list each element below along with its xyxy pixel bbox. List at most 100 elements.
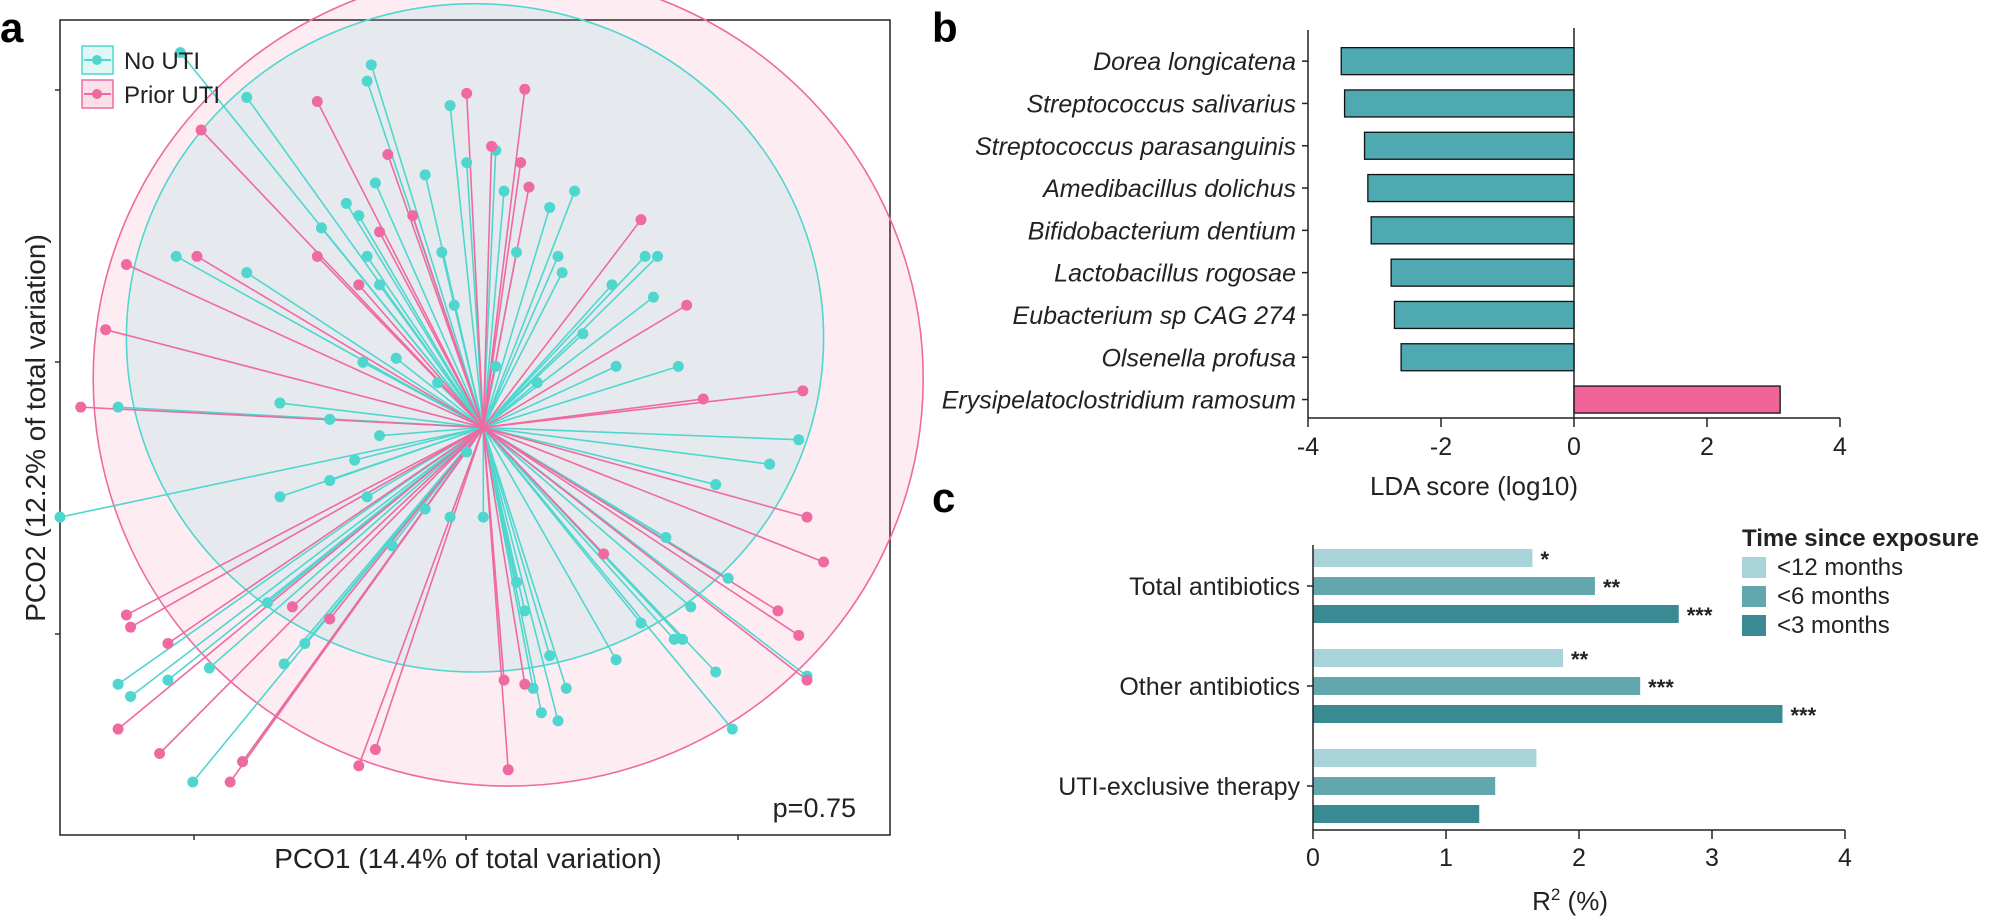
panel-a-y-axis-label: PCO2 (12.2% of total variation) xyxy=(20,234,51,622)
legend-prior-uti-label: Prior UTI xyxy=(124,82,220,109)
point-prior-uti xyxy=(237,756,249,768)
spoke-prior-uti xyxy=(126,426,484,616)
point-no-uti xyxy=(668,633,680,645)
spoke-prior-uti xyxy=(316,101,485,428)
point-no-uti xyxy=(436,246,448,258)
point-no-uti xyxy=(660,532,672,544)
category-label: Total antibiotics xyxy=(1129,573,1300,601)
legend-lt12-label: <12 months xyxy=(1777,554,1903,581)
spoke-no-uti xyxy=(130,426,484,698)
spoke-prior-uti xyxy=(291,426,484,608)
spoke-no-uti xyxy=(482,207,551,428)
lda-bar xyxy=(1343,89,1575,118)
spoke-no-uti xyxy=(378,284,484,428)
spoke-prior-uti xyxy=(167,426,484,645)
spoke-no-uti xyxy=(482,296,654,429)
point-no-uti xyxy=(353,210,365,222)
panel-c-x-axis-label: R2 (%) xyxy=(1532,885,1608,916)
point-no-uti xyxy=(278,658,290,670)
point-prior-uti xyxy=(519,83,531,95)
point-no-uti xyxy=(552,715,564,727)
r2-bar xyxy=(1313,805,1480,823)
lda-bar xyxy=(1367,173,1575,203)
point-no-uti xyxy=(639,250,651,262)
x-tick-label: 0 xyxy=(1306,844,1320,872)
panel-a-ellipses xyxy=(92,0,924,787)
point-prior-uti xyxy=(407,210,419,222)
spoke-prior-uti xyxy=(482,186,530,428)
r2-bar xyxy=(1313,749,1537,767)
category-label: Bifidobacterium dentium xyxy=(1028,217,1296,245)
point-prior-uti xyxy=(793,629,805,641)
spoke-no-uti xyxy=(379,426,484,437)
point-prior-uti xyxy=(801,511,813,523)
point-no-uti xyxy=(432,377,444,389)
spoke-no-uti xyxy=(279,402,484,429)
ellipse-prior-uti xyxy=(92,0,924,787)
point-prior-uti xyxy=(324,613,336,625)
lda-bar xyxy=(1390,258,1575,287)
point-no-uti xyxy=(448,299,460,311)
point-no-uti xyxy=(544,201,556,213)
point-no-uti xyxy=(324,413,336,425)
spoke-no-uti xyxy=(279,426,484,498)
point-prior-uti xyxy=(382,148,394,160)
panel-a-plot-frame xyxy=(59,19,891,836)
point-prior-uti xyxy=(502,764,514,776)
spoke-no-uti xyxy=(482,426,692,608)
x-tick-label: 2 xyxy=(1572,844,1586,872)
r2-bar xyxy=(1313,705,1783,723)
x-tick-label: 1 xyxy=(1439,844,1453,872)
point-no-uti xyxy=(349,454,361,466)
spoke-no-uti xyxy=(449,105,485,428)
legend-lt12-swatch xyxy=(1742,557,1766,578)
significance-label: ** xyxy=(1571,647,1589,672)
spoke-no-uti xyxy=(482,191,505,428)
panel-b-lda-chart: b Dorea longicatena Streptococcus salivar… xyxy=(932,4,1847,501)
spoke-no-uti xyxy=(482,382,538,429)
spoke-no-uti xyxy=(374,182,485,428)
spoke-prior-uti xyxy=(358,427,485,767)
panel-c-category-labels: Total antibiotics Other antibiotics UTI-ex… xyxy=(1058,573,1300,801)
category-label: Amedibacillus dolichus xyxy=(1041,175,1296,203)
spoke-prior-uti xyxy=(229,427,484,783)
spoke-no-uti xyxy=(482,190,576,428)
legend-lt6-swatch xyxy=(1742,586,1766,607)
point-no-uti xyxy=(419,169,431,181)
point-no-uti xyxy=(610,654,622,666)
point-no-uti xyxy=(519,605,531,617)
spoke-no-uti xyxy=(117,426,484,685)
point-prior-uti xyxy=(681,299,693,311)
spoke-prior-uti xyxy=(329,426,484,620)
point-no-uti xyxy=(241,91,253,103)
spoke-no-uti xyxy=(167,426,484,681)
spoke-no-uti xyxy=(483,426,799,441)
significance-label: *** xyxy=(1790,703,1816,728)
point-no-uti xyxy=(274,397,286,409)
point-prior-uti xyxy=(154,748,166,759)
point-prior-uti xyxy=(353,760,365,772)
point-no-uti xyxy=(315,222,327,234)
point-no-uti xyxy=(498,185,510,197)
point-no-uti xyxy=(544,650,556,662)
point-no-uti xyxy=(461,446,473,458)
point-no-uti xyxy=(112,401,124,413)
point-no-uti xyxy=(390,352,402,364)
point-no-uti xyxy=(527,682,539,694)
r2-bar xyxy=(1313,777,1496,795)
point-no-uti xyxy=(162,674,174,686)
category-label: Other antibiotics xyxy=(1119,673,1300,701)
point-no-uti xyxy=(710,479,722,491)
spoke-no-uti xyxy=(59,426,484,518)
spoke-no-uti xyxy=(482,426,642,624)
point-no-uti xyxy=(444,100,456,112)
point-no-uti xyxy=(477,511,489,523)
point-no-uti xyxy=(374,430,386,442)
significance-label: *** xyxy=(1648,675,1674,700)
point-prior-uti xyxy=(598,548,610,560)
spoke-prior-uti xyxy=(482,427,509,770)
spoke-no-uti xyxy=(192,426,484,783)
spoke-prior-uti xyxy=(483,426,808,518)
point-prior-uti xyxy=(120,609,132,621)
lda-bar xyxy=(1573,385,1781,414)
